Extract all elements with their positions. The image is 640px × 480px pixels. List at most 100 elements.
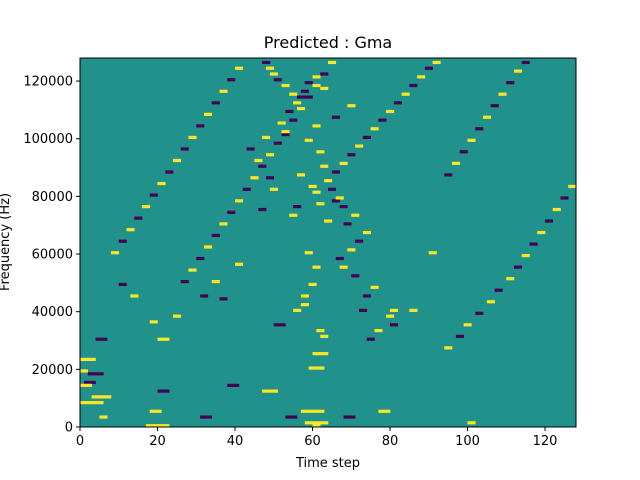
heatmap-cell xyxy=(277,121,282,125)
heatmap-cell xyxy=(374,285,379,289)
heatmap-cell xyxy=(432,60,437,65)
heatmap-cell xyxy=(502,92,507,96)
heatmap-cell xyxy=(401,92,406,96)
heatmap-cell xyxy=(215,101,220,105)
heatmap-cell xyxy=(339,265,344,269)
heatmap-cell xyxy=(300,107,306,111)
heatmap-cell xyxy=(142,205,147,209)
heatmap-cell xyxy=(153,409,158,413)
heatmap-cell xyxy=(328,60,333,65)
heatmap-cell xyxy=(405,92,410,96)
heatmap-cell xyxy=(122,282,127,287)
heatmap-cell xyxy=(328,187,333,191)
heatmap-cell xyxy=(285,83,290,88)
heatmap-cell xyxy=(293,213,298,217)
heatmap-cell xyxy=(297,101,302,105)
heatmap-cell xyxy=(200,256,205,261)
heatmap-cell xyxy=(269,153,275,157)
heatmap-cell xyxy=(351,104,356,108)
heatmap-cell xyxy=(91,395,96,399)
heatmap-cell xyxy=(204,245,209,249)
heatmap-cell xyxy=(490,300,495,304)
heatmap-cell xyxy=(545,219,550,223)
heatmap-cell xyxy=(235,383,240,387)
heatmap-cell xyxy=(564,196,569,200)
heatmap-cell xyxy=(521,60,526,65)
heatmap-cell xyxy=(312,83,317,88)
plot-frame xyxy=(79,57,577,428)
heatmap-cell xyxy=(320,164,325,168)
heatmap-cell xyxy=(176,158,182,163)
heatmap-cell xyxy=(95,395,100,399)
heatmap-cell xyxy=(316,328,321,333)
heatmap-cell xyxy=(99,395,104,399)
heatmap-cell xyxy=(324,86,329,91)
heatmap-cell xyxy=(467,421,472,425)
heatmap-cell xyxy=(289,213,294,217)
heatmap-cell xyxy=(149,409,154,413)
heatmap-cell xyxy=(417,75,422,79)
heatmap-cell xyxy=(572,184,577,189)
heatmap-cell xyxy=(304,95,309,99)
heatmap-cell xyxy=(231,78,236,82)
heatmap-cell xyxy=(308,421,313,425)
heatmap-cell xyxy=(83,380,89,385)
heatmap-cell xyxy=(161,181,166,186)
heatmap-cell xyxy=(312,75,317,79)
heatmap-cell xyxy=(347,248,352,252)
heatmap-cell xyxy=(378,409,383,413)
heatmap-cell xyxy=(471,138,476,142)
y-tick-label: 120000 xyxy=(23,75,73,90)
heatmap-cell xyxy=(300,409,306,413)
heatmap-cell xyxy=(103,337,108,341)
heatmap-cell xyxy=(324,219,329,223)
heatmap-cell xyxy=(552,207,557,212)
heatmap-cell xyxy=(308,184,313,189)
heatmap-cell xyxy=(455,334,461,338)
heatmap-cell xyxy=(242,187,247,191)
heatmap-cell xyxy=(262,60,267,65)
heatmap-cell xyxy=(359,239,364,243)
heatmap-cell xyxy=(331,115,337,119)
heatmap-cell xyxy=(386,409,391,413)
heatmap-cell xyxy=(250,147,255,151)
y-tick-label: 20000 xyxy=(32,363,73,378)
heatmap-cell xyxy=(188,135,193,140)
heatmap-cell xyxy=(99,401,104,405)
heatmap-cell xyxy=(91,357,96,361)
heatmap-cell xyxy=(324,179,329,183)
heatmap-cell xyxy=(269,72,275,76)
heatmap-cell xyxy=(266,176,271,180)
heatmap-cell xyxy=(281,132,286,137)
heatmap-cell xyxy=(192,268,197,272)
heatmap-cell xyxy=(359,308,364,312)
x-tick-label: 0 xyxy=(76,434,84,449)
heatmap-cell xyxy=(382,118,387,122)
heatmap-cell xyxy=(134,216,139,220)
heatmap-cell xyxy=(103,415,108,419)
heatmap-cell xyxy=(266,66,271,70)
heatmap-cell xyxy=(351,415,356,419)
heatmap-cell xyxy=(316,366,321,370)
heatmap-cell xyxy=(533,242,538,246)
heatmap-cell xyxy=(483,115,488,119)
heatmap-cell xyxy=(211,233,216,238)
heatmap-cell xyxy=(459,334,464,338)
heatmap-cell xyxy=(83,369,89,373)
heatmap-cell xyxy=(297,107,302,111)
heatmap-cell xyxy=(157,181,162,186)
heatmap-cell xyxy=(211,279,216,284)
heatmap-cell xyxy=(328,179,333,183)
heatmap-cell xyxy=(424,66,430,70)
heatmap-cell xyxy=(285,415,290,419)
heatmap-cell xyxy=(393,323,399,327)
heatmap-cell xyxy=(161,424,166,428)
heatmap-cell xyxy=(285,130,290,134)
heatmap-cell xyxy=(444,346,449,350)
heatmap-cell xyxy=(297,95,302,99)
heatmap-cell xyxy=(273,141,278,145)
heatmap-cell xyxy=(165,424,170,428)
heatmap-cell xyxy=(83,357,89,361)
heatmap-cell xyxy=(227,210,232,214)
heatmap-cell xyxy=(467,323,472,327)
